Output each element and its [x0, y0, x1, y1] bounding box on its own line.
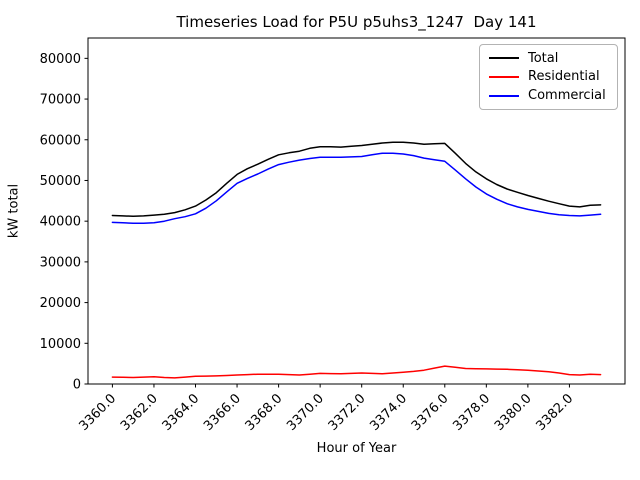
y-tick-label: 60000 — [40, 133, 81, 148]
axes-frame — [87, 37, 626, 385]
y-tick-label: 30000 — [40, 255, 81, 270]
legend-label-commercial: Commercial — [528, 88, 606, 104]
chart-title: Timeseries Load for P5U p5uhs3_1247 Day … — [176, 13, 537, 31]
y-tick-label: 20000 — [40, 296, 81, 311]
legend: Total Residential Commercial — [479, 44, 618, 110]
legend-item-total: Total — [489, 52, 608, 65]
y-tick-label: 80000 — [40, 52, 81, 67]
y-tick-label: 0 — [73, 378, 81, 393]
residential-line — [111, 365, 602, 379]
x-tick-label: 3364.0 — [160, 391, 203, 434]
x-tick-label: 3374.0 — [367, 391, 410, 434]
x-tick-label: 3380.0 — [492, 391, 535, 434]
legend-line-sample-total — [489, 57, 519, 60]
total-line — [111, 141, 602, 218]
legend-item-commercial: Commercial — [489, 89, 608, 102]
y-tick-label: 40000 — [40, 215, 81, 230]
x-tick-label: 3362.0 — [118, 391, 161, 434]
commercial-line — [111, 152, 602, 224]
x-tick-label: 3368.0 — [243, 391, 286, 434]
x-tick-label: 3372.0 — [326, 391, 369, 434]
legend-line-sample-commercial — [489, 94, 519, 97]
x-tick-label: 3366.0 — [201, 391, 244, 434]
x-axis-label: Hour of Year — [316, 441, 397, 456]
y-tick-label: 10000 — [40, 337, 81, 352]
y-axis-label: kW total — [6, 183, 22, 239]
x-tick-label: 3360.0 — [76, 391, 119, 434]
x-tick-label: 3376.0 — [409, 391, 452, 434]
legend-line-sample-residential — [489, 75, 519, 78]
x-tick-label: 3378.0 — [450, 391, 493, 434]
legend-label-residential: Residential — [528, 69, 600, 85]
x-tick-label: 3370.0 — [284, 391, 327, 434]
legend-item-residential: Residential — [489, 70, 608, 83]
legend-label-total: Total — [528, 50, 559, 66]
y-tick-label: 70000 — [40, 93, 81, 108]
x-tick-label: 3382.0 — [533, 391, 576, 434]
y-tick-label: 50000 — [40, 174, 81, 189]
